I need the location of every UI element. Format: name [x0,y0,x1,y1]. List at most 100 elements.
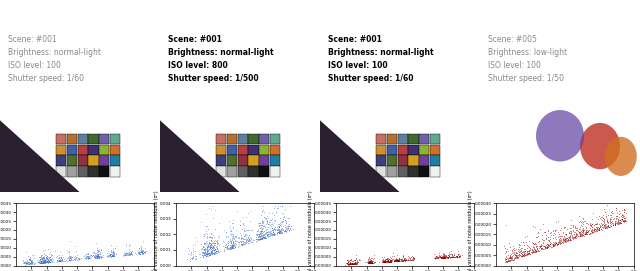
Point [261,236,271,240]
Point [397,257,407,262]
Point [258,221,268,225]
Point [223,235,233,239]
Point [93,253,104,257]
Point [441,256,451,260]
Point [38,259,49,264]
Point [222,247,232,251]
Point [205,253,215,257]
Point [600,221,610,226]
Point [340,263,350,267]
Point [454,251,464,256]
Point [445,254,456,259]
Point [35,261,45,266]
Bar [99,156,109,166]
Point [385,259,396,263]
Point [600,223,611,227]
Point [136,244,147,248]
Point [560,236,570,241]
Y-axis label: local variance of noise residuals (σ²): local variance of noise residuals (σ²) [154,190,159,271]
Point [266,232,276,236]
Point [385,258,395,263]
Point [437,254,447,259]
Point [104,252,115,257]
Point [183,246,193,250]
Point [600,225,611,230]
Point [200,249,210,253]
Point [558,240,568,245]
Point [276,229,286,233]
Point [207,250,217,254]
Point [26,260,36,264]
Point [593,225,604,229]
Point [259,224,269,228]
Point [392,258,403,263]
Point [202,241,212,246]
Point [445,254,456,259]
Point [210,241,220,245]
Point [270,231,280,236]
Point [74,257,84,261]
Point [190,257,200,262]
Point [227,236,237,241]
Point [85,253,95,257]
Point [506,258,516,262]
Point [199,251,209,256]
Point [550,229,560,234]
Point [206,252,216,256]
Point [203,244,213,248]
Point [92,251,102,256]
Point [93,255,103,259]
Point [556,237,566,241]
Point [25,261,35,265]
Point [92,254,102,259]
Point [536,244,546,249]
Point [350,258,360,262]
Point [253,233,264,237]
Point [345,257,355,262]
Point [611,219,621,223]
Point [134,250,145,254]
Point [365,257,376,261]
Point [600,222,611,226]
Point [267,227,277,232]
Point [364,261,374,265]
Point [40,260,50,265]
Point [262,232,272,237]
Point [40,259,51,263]
Point [447,253,457,257]
Point [223,234,233,238]
Point [438,253,449,257]
Point [444,255,454,259]
Point [53,258,63,263]
Point [516,240,526,244]
Point [274,225,284,229]
Point [521,253,531,257]
Point [281,221,291,225]
Point [263,230,273,234]
Point [398,253,408,258]
Point [386,259,396,263]
Point [74,256,84,261]
Point [531,247,541,251]
Point [596,227,606,231]
Point [577,232,587,237]
Point [268,210,278,215]
Point [136,249,147,253]
Point [378,259,388,263]
Point [202,239,212,244]
Point [524,246,534,250]
Point [615,218,625,222]
Point [106,249,116,253]
Point [122,251,132,256]
Point [38,259,49,264]
Point [56,256,67,261]
Point [220,244,230,249]
Point [93,250,103,254]
Point [254,237,264,242]
Point [207,248,218,252]
Point [452,255,462,259]
Point [260,235,270,239]
Point [227,234,237,238]
Point [138,251,148,255]
Point [269,227,279,231]
